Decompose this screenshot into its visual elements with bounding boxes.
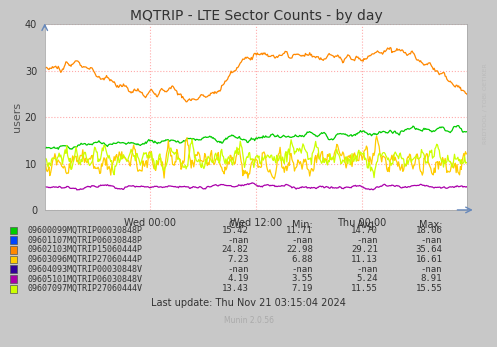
Text: -nan: -nan [356, 265, 378, 274]
Text: Munin 2.0.56: Munin 2.0.56 [224, 316, 273, 325]
Text: RRDTOOL / TOBI OETIKER: RRDTOOL / TOBI OETIKER [482, 64, 487, 144]
Text: -nan: -nan [292, 265, 313, 274]
Text: 4.19: 4.19 [227, 274, 248, 283]
Text: -nan: -nan [421, 265, 442, 274]
Text: 15.42: 15.42 [222, 226, 248, 235]
Text: -nan: -nan [227, 236, 248, 245]
Text: 14.70: 14.70 [351, 226, 378, 235]
Text: 8.91: 8.91 [421, 274, 442, 283]
Text: 09604093MQTRIP00030848V: 09604093MQTRIP00030848V [27, 265, 142, 274]
Text: 09607097MQTRIP27060444V: 09607097MQTRIP27060444V [27, 284, 142, 293]
Text: Last update: Thu Nov 21 03:15:04 2024: Last update: Thu Nov 21 03:15:04 2024 [151, 298, 346, 307]
Text: -nan: -nan [227, 265, 248, 274]
Text: 09600099MQTRIP00030848P: 09600099MQTRIP00030848P [27, 226, 142, 235]
Text: 11.55: 11.55 [351, 284, 378, 293]
Text: 7.23: 7.23 [227, 255, 248, 264]
Text: 18.06: 18.06 [415, 226, 442, 235]
Text: -nan: -nan [421, 236, 442, 245]
Text: 5.24: 5.24 [356, 274, 378, 283]
Text: -nan: -nan [356, 236, 378, 245]
Text: 29.21: 29.21 [351, 245, 378, 254]
Text: 13.43: 13.43 [222, 284, 248, 293]
Text: 35.64: 35.64 [415, 245, 442, 254]
Text: Cur:: Cur: [229, 220, 248, 230]
Text: Max:: Max: [419, 220, 442, 230]
Text: 09602103MQTRIP15060444P: 09602103MQTRIP15060444P [27, 245, 142, 254]
Text: 15.55: 15.55 [415, 284, 442, 293]
Text: 6.88: 6.88 [292, 255, 313, 264]
Text: 09605101MQTRIP06030848V: 09605101MQTRIP06030848V [27, 274, 142, 283]
Text: 11.71: 11.71 [286, 226, 313, 235]
Text: Min:: Min: [292, 220, 313, 230]
Text: 09601107MQTRIP06030848P: 09601107MQTRIP06030848P [27, 236, 142, 245]
Y-axis label: users: users [12, 102, 22, 132]
Text: 11.13: 11.13 [351, 255, 378, 264]
Text: Avg:: Avg: [356, 220, 378, 230]
Text: 7.19: 7.19 [292, 284, 313, 293]
Title: MQTRIP - LTE Sector Counts - by day: MQTRIP - LTE Sector Counts - by day [130, 9, 382, 23]
Text: 22.98: 22.98 [286, 245, 313, 254]
Text: 09603096MQTRIP27060444P: 09603096MQTRIP27060444P [27, 255, 142, 264]
Text: 16.61: 16.61 [415, 255, 442, 264]
Text: 24.82: 24.82 [222, 245, 248, 254]
Text: 3.55: 3.55 [292, 274, 313, 283]
Text: -nan: -nan [292, 236, 313, 245]
